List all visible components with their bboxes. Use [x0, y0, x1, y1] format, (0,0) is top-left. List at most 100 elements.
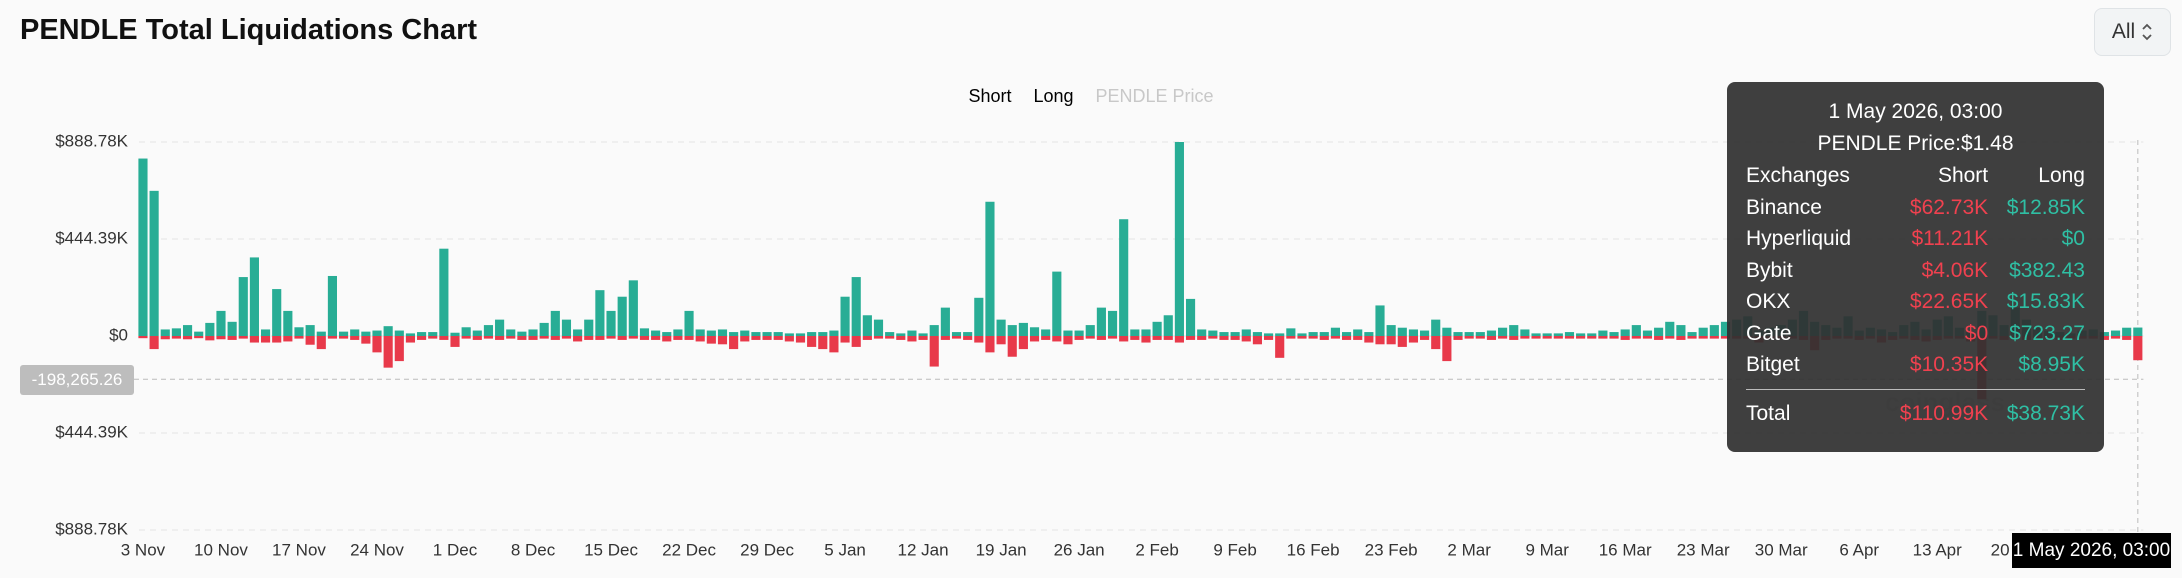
- bar: [1520, 329, 1530, 336]
- bar: [1364, 336, 1374, 343]
- x-tick-label: 17 Nov: [272, 540, 326, 559]
- tooltip-header-cell: Short: [1937, 164, 1989, 187]
- bar: [383, 326, 393, 336]
- range-select[interactable]: All: [2094, 8, 2171, 56]
- bar: [963, 336, 973, 340]
- x-tick-label: 6 Apr: [1839, 540, 1879, 559]
- bar: [339, 331, 349, 336]
- bar: [249, 336, 259, 343]
- x-tick-label: 13 Apr: [1913, 540, 1962, 559]
- bar: [417, 336, 427, 340]
- bar: [227, 321, 237, 336]
- bar: [1130, 336, 1140, 340]
- bar: [1486, 336, 1497, 340]
- range-label: All: [2111, 20, 2136, 43]
- bar: [1152, 336, 1162, 340]
- bar: [784, 336, 794, 342]
- bar: [1107, 310, 1118, 336]
- bar: [2099, 332, 2109, 336]
- bar: [974, 297, 984, 336]
- bar: [238, 277, 248, 336]
- bar: [896, 336, 906, 340]
- tooltip-cell: $0: [1964, 321, 1989, 345]
- tooltip-cell: $4.06K: [1921, 258, 1989, 282]
- bar: [1197, 336, 1207, 340]
- tooltip-cell: $22.65K: [1909, 290, 1989, 313]
- bar: [807, 336, 817, 347]
- bar: [1464, 332, 1474, 336]
- legend-item: Short: [968, 86, 1011, 107]
- bar: [1453, 336, 1463, 340]
- bar: [260, 329, 271, 336]
- bar: [918, 333, 928, 336]
- bar: [1141, 329, 1151, 336]
- bar: [729, 336, 739, 350]
- bar: [2133, 336, 2143, 361]
- bar: [929, 325, 939, 336]
- bar: [1687, 332, 1697, 336]
- bar: [617, 336, 627, 340]
- bar: [1297, 336, 1307, 339]
- bar: [1252, 336, 1262, 345]
- bar: [1152, 321, 1162, 336]
- bar: [584, 336, 594, 340]
- bar: [283, 336, 293, 342]
- bar: [1531, 336, 1541, 339]
- bar: [1029, 336, 1040, 342]
- bar: [2133, 327, 2143, 336]
- bar: [394, 336, 404, 362]
- bar: [361, 331, 371, 336]
- bar: [550, 310, 560, 336]
- bar: [584, 319, 594, 336]
- x-tick-label: 30 Mar: [1755, 540, 1808, 559]
- bar: [628, 280, 638, 336]
- tooltip-cell: $15.83K: [2006, 290, 2085, 313]
- bar: [996, 336, 1006, 345]
- crosshair-x-label: 1 May 2026, 03:00: [2012, 533, 2171, 568]
- bar: [517, 331, 527, 336]
- bar: [1353, 329, 1363, 336]
- tooltip-cell: Gate: [1746, 321, 1792, 345]
- bar: [238, 336, 248, 339]
- tooltip-separator: [1746, 388, 2085, 390]
- bar: [651, 336, 661, 340]
- bar: [1620, 329, 1630, 336]
- x-tick-label: 26 Jan: [1054, 540, 1105, 559]
- bar: [1408, 329, 1419, 336]
- bar: [1185, 298, 1196, 336]
- bar: [606, 310, 616, 336]
- bar: [851, 336, 861, 347]
- bar: [138, 158, 148, 336]
- bar: [1007, 325, 1017, 336]
- bar: [773, 336, 783, 340]
- bar: [651, 330, 661, 336]
- bar: [1364, 332, 1374, 336]
- bar: [1185, 336, 1196, 340]
- chevron-icon: [2142, 23, 2152, 41]
- bar: [1598, 330, 1608, 336]
- bar: [795, 333, 806, 336]
- bar: [1319, 332, 1329, 336]
- tooltip-row: Bybit $4.06K $382.43: [1746, 255, 2085, 287]
- bar: [628, 336, 638, 339]
- bar: [1107, 336, 1118, 339]
- tooltip-total: Total $110.99K $38.73K: [1746, 398, 2085, 430]
- bar: [985, 336, 995, 353]
- bar: [1598, 336, 1608, 339]
- bar: [1085, 336, 1095, 339]
- bar: [1386, 325, 1396, 336]
- x-tick-label: 5 Jan: [824, 540, 866, 559]
- bar: [573, 336, 583, 342]
- bar: [1174, 336, 1184, 343]
- tooltip-cell: Bitget: [1746, 353, 1800, 376]
- bar: [1676, 325, 1686, 336]
- bar: [227, 336, 237, 340]
- bar: [1509, 336, 1519, 340]
- x-tick-label: 2 Mar: [1447, 540, 1491, 559]
- bar: [918, 336, 928, 340]
- bar: [316, 336, 326, 350]
- bar: [372, 330, 382, 336]
- bar: [818, 336, 828, 350]
- x-tick-label: 9 Feb: [1213, 540, 1256, 559]
